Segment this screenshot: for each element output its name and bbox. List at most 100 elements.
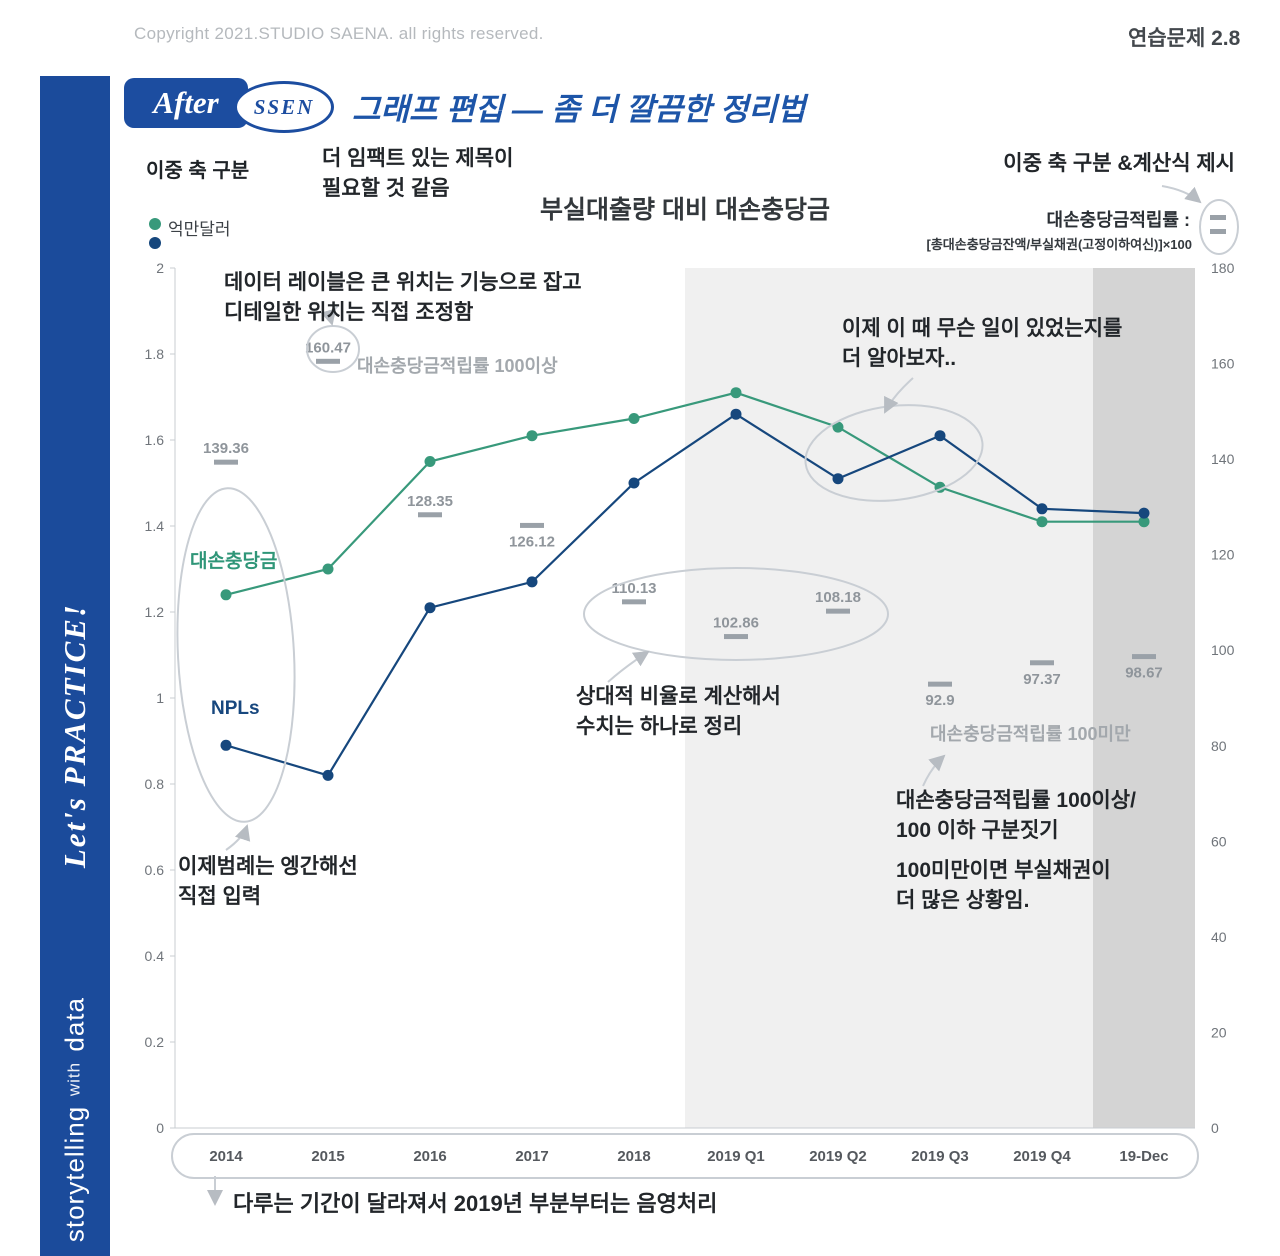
brand-word-data: data [59,996,90,1052]
ratio-value-label: 110.13 [611,580,656,597]
ratio-marker [1030,660,1054,666]
legend-highlight-oval [176,487,296,823]
ratio-marker-bar [1210,229,1226,234]
data-point [730,387,742,399]
brand-text: storytelling with data [60,997,91,1242]
label-160-highlight-oval [306,325,360,373]
right-axis-label: 140 [1211,451,1235,467]
right-axis-label: 160 [1211,356,1235,372]
ratio-value-label: 98.67 [1125,665,1163,682]
left-axis-label: 0 [156,1120,164,1136]
provisions-series-label: 대손충당금 [190,551,278,572]
brand-word-with: with [64,1061,84,1096]
ratio-value-label: 126.12 [509,533,555,550]
chart-title: 부실대출량 대비 대손충당금 [540,196,830,224]
provisions-legend-dot [149,218,161,230]
ratio-marker [928,681,952,687]
right-axis-label: 80 [1211,738,1227,754]
shading-note: 다루는 기간이 달라져서 2019년 부분부터는 음영처리 [233,1191,718,1216]
npl-legend-dot [149,237,161,249]
arrow-to-ratio-oval [607,650,650,683]
ratio-labels-highlight-oval [583,567,889,661]
ratio-value-label: 97.37 [1023,671,1061,688]
x-category-label: 2016 [413,1148,446,1165]
right-axis-label: 180 [1211,260,1235,276]
data-point [730,408,742,420]
series-line-0 [225,391,1144,596]
x-category-label: 2014 [209,1148,243,1165]
annotation-decorations [171,185,1202,1206]
ratio-marker [520,522,544,528]
npl-series-label: NPLs [211,698,260,719]
arrow-to-legend-oval [225,824,251,851]
x-category-label: 2017 [515,1148,548,1165]
ratio-value-label: 160.47 [305,339,351,356]
data-point [322,769,334,781]
right-axis-label: 60 [1211,833,1227,849]
copyright-text: Copyright 2021.STUDIO SAENA. all rights … [134,24,544,43]
data-point [628,477,640,489]
arrow-to-formula-icon [1161,185,1202,204]
series-line-1 [225,412,1145,777]
what-happened-note: 이제 이 때 무슨 일이 있었는지를 더 알아보자.. [842,317,1123,370]
relative-ratio-note: 상대적 비율로 계산해서 수치는 하나로 정리 [576,685,781,738]
ratio-marker [418,512,442,518]
data-point [424,456,436,467]
shaded-dec-region [1093,268,1195,1128]
formula-text: [총대손충당금잔액/부실채권(고정이하여신)]×100 [926,237,1193,252]
x-category-label: 2015 [311,1148,344,1165]
data-point [1036,503,1048,515]
slogan-text: Let's PRACTICE! [57,602,92,868]
ratio-split-note: 대손충당금적립률 100이상/ 100 이하 구분짓기 [896,789,1136,842]
left-axis-label: 2 [156,260,164,276]
data-point [526,430,538,442]
dual-axis-note-right: 이중 축 구분 &계산식 제시 [1003,152,1235,175]
arrow-to-100-split [922,754,946,787]
ratio-marker-icon [1199,199,1239,255]
sidebar-banner: Let's PRACTICE! storytelling with data [40,76,110,1256]
x-category-label: 2018 [617,1148,650,1165]
ratio-value-label: 128.35 [407,493,453,510]
data-point [220,739,232,751]
brand-word-storytelling: storytelling [59,1105,90,1242]
left-axis-label: 0.2 [145,1034,165,1050]
arrow-to-160-label [320,305,339,326]
legend-direct-note: 이제범례는 엥간해선 직접 입력 [178,855,358,908]
ratio-marker [214,459,238,465]
left-axis-label: 0.8 [145,776,165,792]
right-axis-label: 20 [1211,1024,1227,1040]
left-axis-label: 0.4 [145,948,165,964]
ratio-marker [724,634,748,640]
left-axis-label: 1.6 [145,432,165,448]
data-point [526,576,538,588]
left-axis-label: 1 [156,690,164,706]
left-axis-label: 0.6 [145,862,165,878]
data-point [220,589,232,601]
left-axis-label: 1.4 [145,518,165,534]
impact-title-note: 더 임팩트 있는 제목이 필요할 것 같음 [322,147,514,200]
ratio-marker [316,358,340,364]
formula-title: 대손충당금적립률 : [1046,210,1190,230]
ratio-below-100-label: 대손충당금적립률 100미만 [930,724,1131,744]
data-point [322,563,334,575]
exercise-label: 연습문제 2.8 [1128,27,1241,50]
x-category-label: 19-Dec [1119,1148,1168,1165]
right-axis-label: 0 [1211,1120,1219,1136]
x-category-label: 2019 Q4 [1013,1148,1071,1165]
ratio-value-label: 92.9 [925,692,954,709]
right-axis-label: 120 [1211,547,1235,563]
x-category-label: 2019 Q3 [911,1148,969,1165]
below-100-note: 100미만이면 부실채권이 더 많은 상황임. [896,859,1111,912]
arrow-to-q2q3-oval [884,377,914,414]
data-point [628,413,640,424]
data-point [832,421,844,433]
ssen-logo: SSEN [234,81,334,133]
after-badge: After [124,78,248,128]
ratio-value-label: 108.18 [815,589,861,606]
data-point [424,602,436,614]
data-label-note: 데이터 레이블은 큰 위치는 기능으로 잡고 디테일한 위치는 직접 조정함 [224,271,582,324]
x-category-label: 2019 Q1 [707,1148,765,1165]
ratio-value-label: 102.86 [713,615,759,632]
ratio-value-label: 139.36 [203,440,249,457]
